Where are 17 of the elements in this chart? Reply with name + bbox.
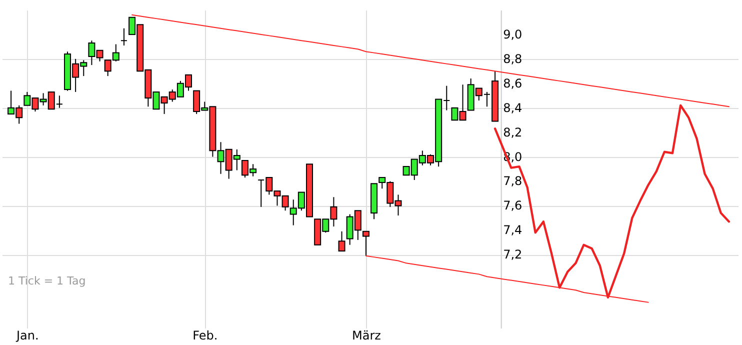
x-tick-label: Feb.	[192, 328, 218, 342]
candlestick	[338, 230, 346, 252]
line-series	[494, 104, 730, 299]
y-tick-label: 7,6	[503, 198, 522, 213]
annotation: 1 Tick = 1 Tag	[8, 274, 86, 288]
candlestick	[120, 28, 128, 46]
y-tick-label: 7,8	[503, 174, 522, 188]
x-tick-label: März	[352, 328, 381, 342]
y-tick-label: 8,6	[503, 76, 522, 90]
y-tick-label: 8,2	[503, 125, 522, 140]
y-tick-label: 9,0	[503, 27, 522, 42]
y-tick-label: 8,8	[503, 52, 522, 66]
y-tick-label: 7,2	[503, 248, 522, 262]
x-tick-label: Jan.	[16, 328, 39, 342]
y-tick-label: 7,4	[503, 223, 522, 238]
y-tick-label: 8,4	[503, 100, 522, 115]
candlestick	[362, 230, 370, 256]
